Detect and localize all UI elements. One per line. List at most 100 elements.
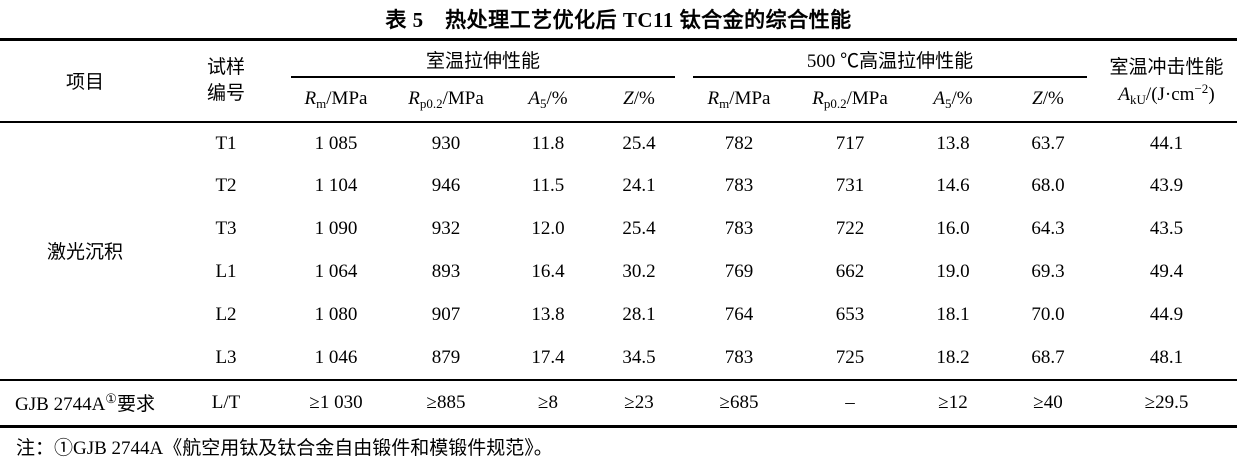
requirement-label-suffix: 要求 [116, 394, 155, 416]
cell-value: 1 064 [314, 261, 358, 282]
requirement-label-prefix: GJB 2744A [15, 394, 106, 416]
cell-value: 12.0 [531, 218, 565, 239]
symbol: R [812, 88, 824, 109]
symbol: A [528, 88, 540, 109]
cell-value: 18.2 [906, 336, 1001, 381]
col-header-ht-a5: A5/% [906, 77, 1001, 123]
impact-exponent: −2 [1194, 80, 1209, 96]
cell-value: 44.1 [1149, 132, 1184, 154]
cell-value: 24.1 [622, 175, 656, 196]
cell-value: 946 [431, 175, 461, 196]
cell-value: 19.0 [936, 261, 970, 282]
header-row-groups: 项目 试样 编号 室温拉伸性能 500 ℃高温拉伸性能 室温冲击性能 AkU/(… [0, 39, 1237, 123]
cell-value: 1 104 [314, 175, 358, 196]
sample-no-line2: 编号 [206, 82, 245, 104]
cell-value: 893 [431, 261, 461, 282]
subscript: 5 [945, 96, 952, 111]
sample-no-line1: 试样 [206, 56, 245, 78]
impact-header-line1: 室温冲击性能 [1109, 56, 1224, 78]
cell-value: 783 [724, 175, 754, 196]
subscript: m [719, 96, 730, 111]
cell-value: 932 [431, 218, 461, 239]
cell-value: 64.3 [1031, 218, 1065, 239]
cell-value: 25.4 [622, 132, 656, 154]
cell-value: ≥1 030 [282, 379, 390, 428]
col-header-ht-z: Z/% [1000, 77, 1097, 123]
cell-value: 653 [835, 304, 865, 325]
group-header-room-temp-label: 室温拉伸性能 [426, 50, 541, 72]
cell-value: 13.8 [531, 304, 565, 325]
unit: /MPa [846, 88, 888, 109]
cell-value: 70.0 [1031, 304, 1065, 325]
cell-value: 1 085 [314, 132, 358, 154]
cell-value: 48.1 [1096, 336, 1237, 381]
symbol: R [304, 88, 317, 109]
unit: /MPa [729, 88, 771, 109]
cell-value: 1 046 [282, 336, 390, 381]
col-header-item-label: 项目 [65, 72, 104, 94]
cell-sample: T2 [215, 175, 237, 196]
footnote-marker: ① [105, 391, 117, 407]
cell-value: ≥885 [390, 379, 502, 428]
cell-value: 63.7 [1031, 132, 1065, 154]
table-row: L1 1 064 893 16.4 30.2 769 662 19.0 69.3… [0, 251, 1237, 294]
cell-value: 11.5 [531, 175, 565, 196]
process-label: 激光沉积 [0, 121, 170, 381]
subscript: 5 [540, 96, 547, 111]
table-row: L3 1 046 879 17.4 34.5 783 725 18.2 68.7… [0, 336, 1237, 381]
cell-value: 782 [724, 132, 754, 154]
impact-unit-post: ) [1208, 83, 1215, 105]
subscript: p0.2 [823, 96, 847, 111]
cell-value: 34.5 [594, 336, 685, 381]
cell-value: 879 [390, 336, 502, 381]
cell-sample: T3 [215, 218, 237, 239]
cell-value: 11.8 [531, 132, 565, 154]
cell-value: 717 [835, 132, 865, 154]
col-header-rt-rm: Rm/MPa [282, 77, 390, 123]
table-footnote: 注：①GJB 2744A《航空用钛及钛合金自由锻件和模锻件规范》。 [16, 438, 553, 459]
cell-value: 68.7 [1000, 336, 1097, 381]
requirement-label: GJB 2744A①要求 [0, 379, 170, 428]
cell-value: 68.0 [1031, 175, 1065, 196]
table-row: 激光沉积 T1 1 085 930 11.8 25.4 782 717 13.8… [0, 121, 1237, 381]
impact-unit-pre: /(J·cm [1145, 83, 1195, 105]
impact-header-formula: AkU/(J·cm−2) [1096, 81, 1237, 108]
table-row: T2 1 104 946 11.5 24.1 783 731 14.6 68.0… [0, 165, 1237, 208]
cell-value: 783 [724, 218, 754, 239]
col-header-ht-rp02: Rp0.2/MPa [794, 77, 907, 123]
cell-value: 1 080 [314, 304, 358, 325]
cell-sample: L2 [215, 304, 237, 325]
cell-value: – [794, 379, 907, 428]
table-row: T3 1 090 932 12.0 25.4 783 722 16.0 64.3… [0, 208, 1237, 251]
col-header-rt-a5: A5/% [502, 77, 594, 123]
symbol: R [408, 88, 420, 109]
cell-value: 1 090 [314, 218, 358, 239]
cell-value: ≥29.5 [1096, 379, 1237, 428]
requirement-row: GJB 2744A①要求 L/T ≥1 030 ≥885 ≥8 ≥23 ≥685… [0, 379, 1237, 428]
col-header-rt-z: Z/% [594, 77, 685, 123]
cell-value: ≥40 [1000, 379, 1097, 428]
symbol: Z [1032, 88, 1043, 109]
unit: /% [1042, 88, 1064, 109]
cell-value: 13.8 [936, 132, 970, 154]
table-row: L2 1 080 907 13.8 28.1 764 653 18.1 70.0… [0, 294, 1237, 337]
col-header-sample-no: 试样 编号 [170, 39, 282, 123]
unit: /MPa [326, 88, 368, 109]
cell-value: 49.4 [1149, 261, 1184, 282]
cell-value: 16.4 [531, 261, 565, 282]
cell-sample: L3 [170, 336, 282, 381]
header-row-measures: Rm/MPa Rp0.2/MPa A5/% Z/% Rm/MPa Rp0.2/M… [0, 77, 1237, 123]
cell-value: 43.5 [1149, 218, 1184, 239]
group-header-room-temp-tensile: 室温拉伸性能 [282, 40, 684, 78]
cell-value: 25.4 [622, 218, 656, 239]
col-header-ht-rm: Rm/MPa [684, 77, 795, 123]
cell-value: 725 [794, 336, 907, 381]
group-header-high-temp-label: 500 ℃高温拉伸性能 [806, 50, 974, 72]
cell-sample: L/T [170, 379, 282, 428]
cell-value: 17.4 [502, 336, 594, 381]
subscript: p0.2 [419, 96, 443, 111]
col-header-item: 项目 [0, 39, 170, 123]
cell-value: 662 [835, 261, 865, 282]
subscript: m [316, 96, 327, 111]
